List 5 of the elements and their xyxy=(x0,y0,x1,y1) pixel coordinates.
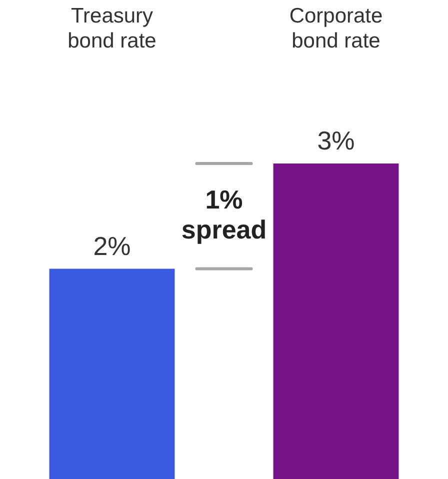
x-tick-label: Treasury bond rate xyxy=(68,4,156,53)
x-tick-label: Corporate bond rate xyxy=(289,4,383,53)
data-label: 2% xyxy=(93,230,131,261)
data-label: 3% xyxy=(317,126,355,156)
annotation: 1% spread xyxy=(181,184,267,244)
